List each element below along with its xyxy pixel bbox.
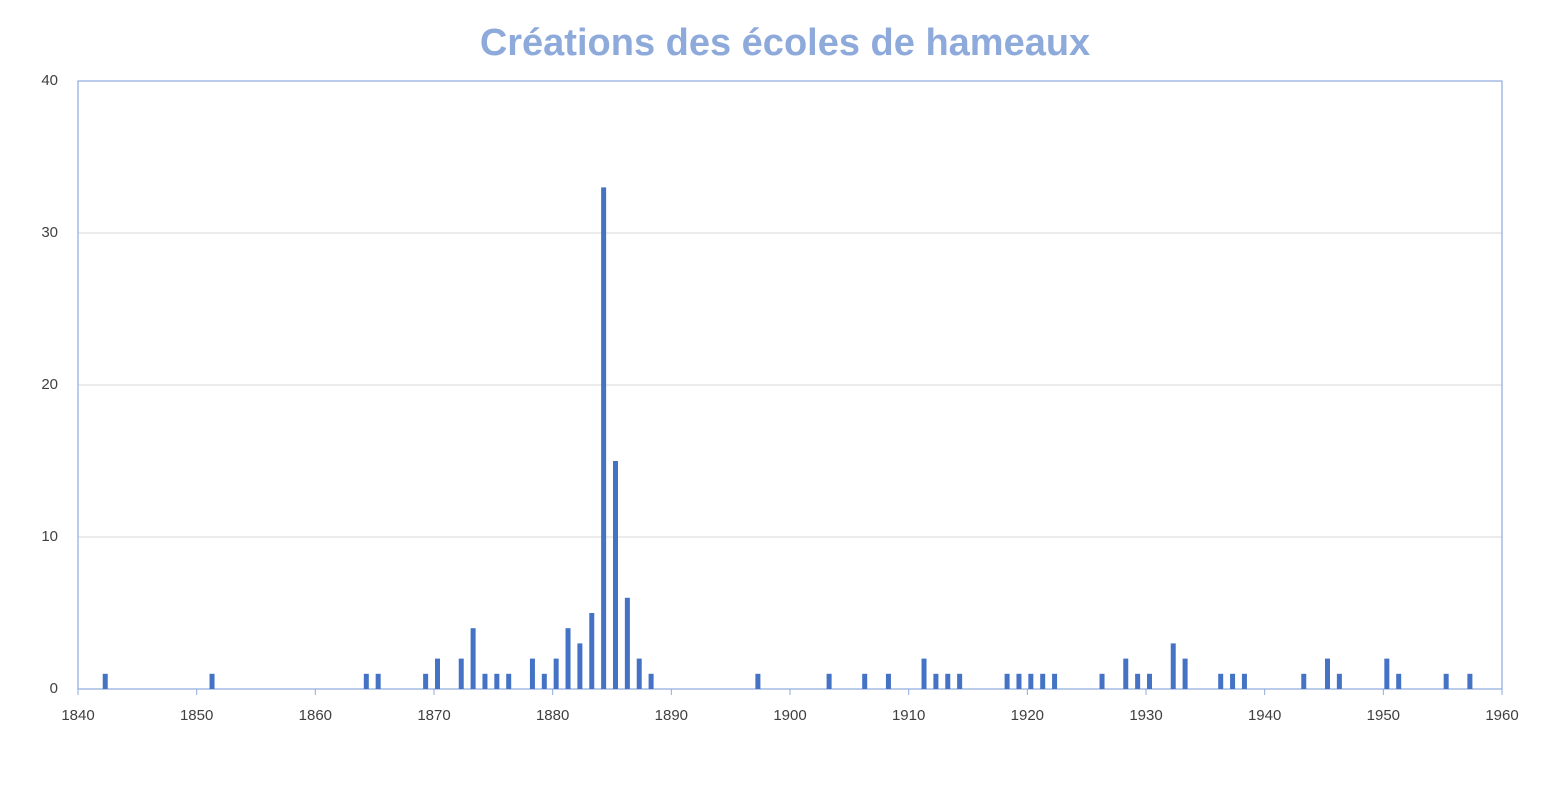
bar xyxy=(1040,673,1046,689)
x-tick-label: 1850 xyxy=(180,707,213,724)
x-tick-label: 1930 xyxy=(1129,707,1162,724)
bar xyxy=(1467,673,1473,689)
y-tick-label: 0 xyxy=(50,680,58,697)
bar xyxy=(1182,658,1188,689)
y-tick-label: 20 xyxy=(41,376,58,393)
bar xyxy=(636,658,642,689)
x-tick-label: 1870 xyxy=(417,707,450,724)
x-tick-label: 1920 xyxy=(1011,707,1044,724)
x-tick-label: 1960 xyxy=(1485,707,1518,724)
x-tick-label: 1880 xyxy=(536,707,569,724)
x-tick-label: 1940 xyxy=(1248,707,1281,724)
bar xyxy=(1384,658,1390,689)
bar xyxy=(1325,658,1330,689)
bar xyxy=(1218,673,1224,689)
bar xyxy=(862,673,868,689)
bar xyxy=(1170,643,1176,689)
bar xyxy=(1230,673,1236,689)
bar xyxy=(482,673,488,689)
x-tick-label: 1950 xyxy=(1367,707,1400,724)
bar xyxy=(529,658,535,689)
x-tick-label: 1900 xyxy=(773,707,806,724)
bar xyxy=(945,673,951,689)
x-tick-label: 1860 xyxy=(299,707,332,724)
bar xyxy=(624,597,630,689)
bar xyxy=(648,673,654,689)
bar xyxy=(1016,673,1022,689)
bar xyxy=(363,673,369,689)
y-tick-label: 10 xyxy=(41,528,58,545)
bar xyxy=(375,673,381,689)
bar xyxy=(601,187,607,689)
x-tick-label: 1890 xyxy=(655,707,688,724)
bar xyxy=(470,628,476,689)
bar xyxy=(613,461,618,689)
bar xyxy=(885,673,891,689)
y-tick-label: 30 xyxy=(41,224,58,241)
bar xyxy=(1099,673,1105,689)
bar xyxy=(1123,658,1129,689)
bar xyxy=(577,643,583,689)
bar xyxy=(957,673,963,689)
bar xyxy=(1147,673,1152,689)
bar xyxy=(423,673,429,689)
chart-title: Créations des écoles de hameaux xyxy=(480,22,1090,64)
bar xyxy=(458,658,464,689)
bar xyxy=(1028,673,1034,689)
bar xyxy=(755,673,761,689)
bar xyxy=(209,673,215,689)
bar xyxy=(589,613,595,689)
bar xyxy=(933,673,939,689)
bar xyxy=(565,628,571,689)
bar xyxy=(506,673,512,689)
bar xyxy=(1336,673,1342,689)
y-tick-label: 40 xyxy=(41,72,58,89)
bar xyxy=(541,673,547,689)
bar xyxy=(1135,673,1141,689)
bar xyxy=(826,673,832,689)
bar xyxy=(494,673,500,689)
x-tick-label: 1840 xyxy=(61,707,94,724)
bar xyxy=(1241,673,1247,689)
bar xyxy=(435,658,440,689)
x-tick-label: 1910 xyxy=(892,707,925,724)
bar xyxy=(1443,673,1449,689)
bar xyxy=(1004,673,1010,689)
bar xyxy=(1052,673,1058,689)
bar xyxy=(1301,673,1307,689)
bar xyxy=(1396,673,1402,689)
bar xyxy=(553,658,559,689)
bar xyxy=(921,658,927,689)
bar xyxy=(102,673,108,689)
